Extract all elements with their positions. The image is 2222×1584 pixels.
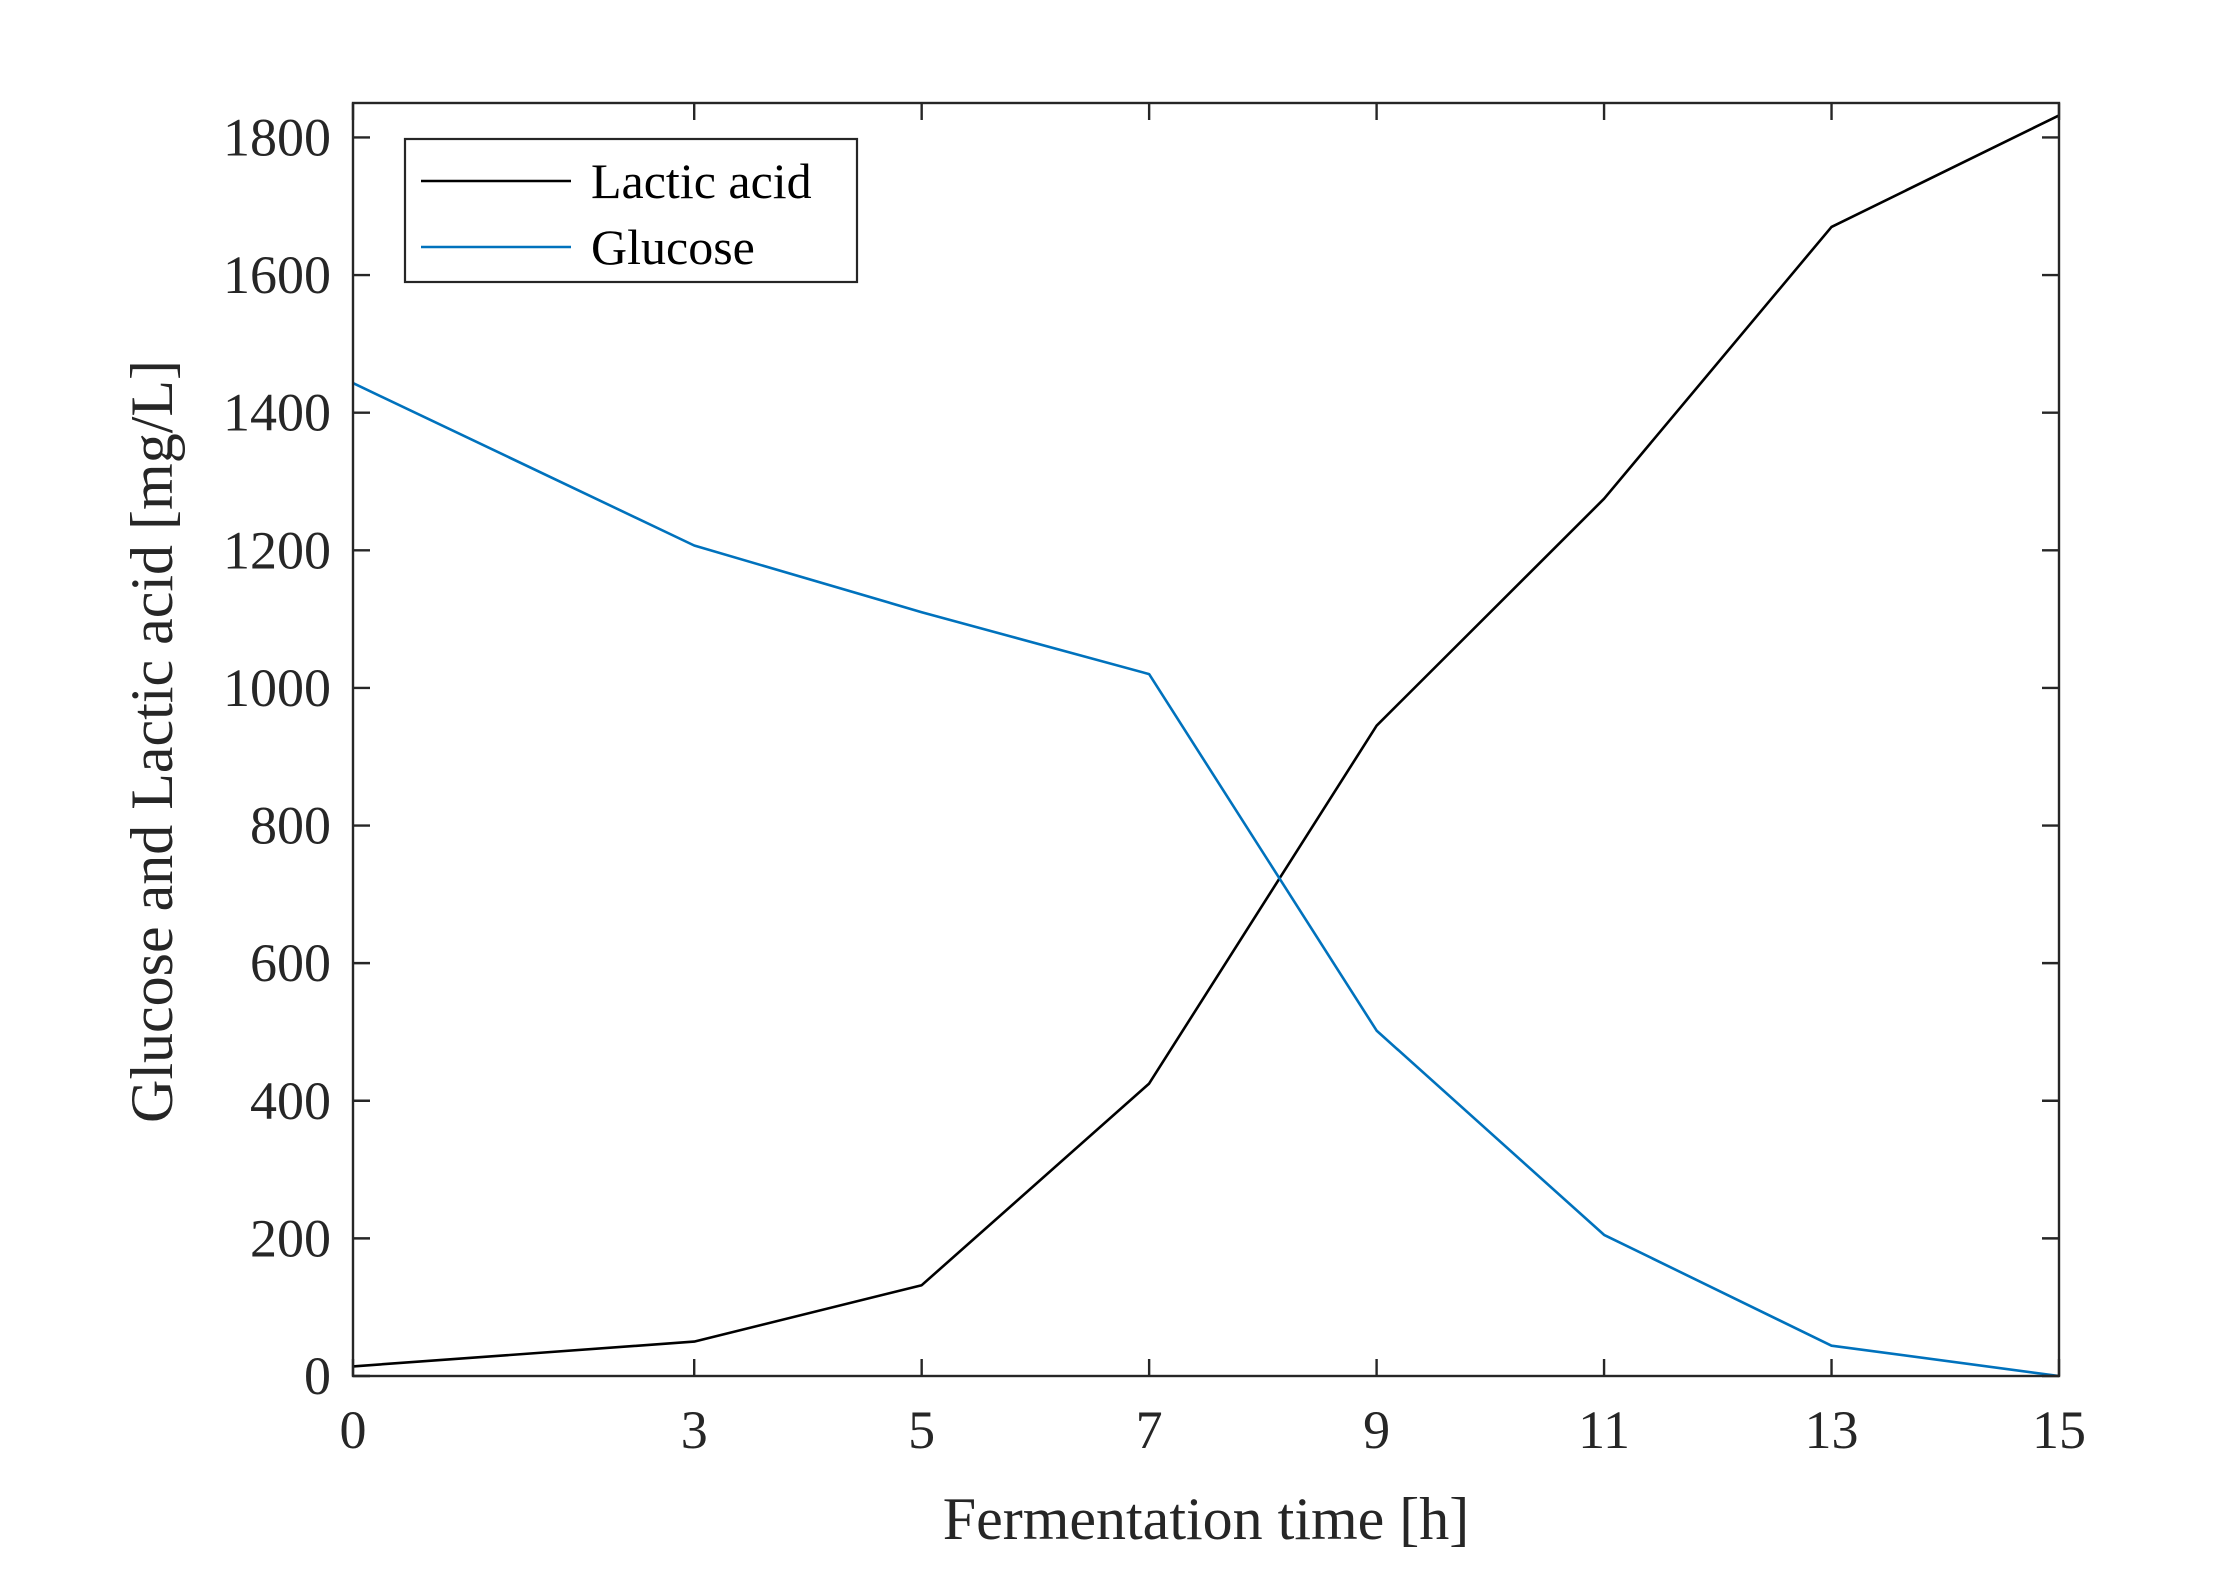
legend-label-glucose: Glucose: [591, 219, 755, 275]
series-line-glucose: [352, 381, 2060, 1378]
legend-label-lactic-acid: Lactic acid: [591, 153, 812, 209]
x-tick-label: 9: [1363, 1400, 1390, 1460]
axes-layer: 0 3 5 7 9 11 13 15 0 200 400 600 800 1000 1200 1400 1600…: [223, 101, 2086, 1460]
legend-box: [403, 137, 859, 284]
y-axis-label: Glucose and Lactic acid [mg/L]: [119, 360, 185, 1123]
y-tick-label: 1200: [223, 520, 331, 580]
y-tick-label: 1400: [223, 383, 331, 443]
series-line-lactic-acid: [352, 114, 2060, 1368]
x-tick-label: 3: [681, 1400, 708, 1460]
x-tick-label: 13: [1805, 1400, 1859, 1460]
y-tick-label: 400: [250, 1071, 331, 1131]
y-tick-label: 600: [250, 933, 331, 993]
y-tick-label: 1600: [223, 245, 331, 305]
x-tick-label: 0: [340, 1400, 367, 1460]
plot-area-frame: [351, 101, 2061, 1378]
legend: Lactic acid Glucose: [403, 137, 859, 284]
y-tick-label: 800: [250, 796, 331, 856]
y-tick-label: 1000: [223, 658, 331, 718]
y-tick-label: 1800: [223, 107, 331, 167]
x-tick-label: 11: [1578, 1400, 1630, 1460]
y-tick-label: 200: [250, 1208, 331, 1268]
x-tick-label: 7: [1136, 1400, 1163, 1460]
x-tick-label: 15: [2032, 1400, 2086, 1460]
series-layer: [352, 114, 2060, 1378]
y-tick-label: 0: [304, 1346, 331, 1406]
x-axis-label: Fermentation time [h]: [943, 1486, 1470, 1552]
x-tick-label: 5: [908, 1400, 935, 1460]
